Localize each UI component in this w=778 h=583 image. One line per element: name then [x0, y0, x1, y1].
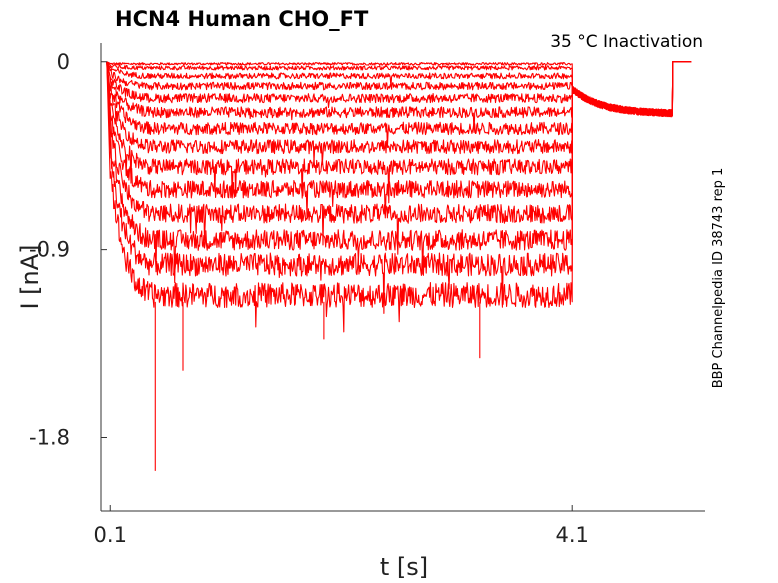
- y-axis-label: I [nA]: [16, 244, 44, 309]
- source-id-label: BBP Channelpedia ID 38743 rep 1: [711, 168, 726, 389]
- y-tick-label: -0.9: [29, 238, 70, 262]
- chart-title: HCN4 Human CHO_FT: [115, 7, 369, 31]
- y-axis-ticks: 0 -0.9 -1.8: [29, 50, 107, 450]
- current-traces: [106, 61, 692, 471]
- x-tick-label: 0.1: [94, 523, 127, 547]
- y-tick-label: 0: [57, 50, 70, 74]
- condition-annotation: 35 °C Inactivation: [550, 32, 703, 52]
- x-axis-label: t [s]: [380, 553, 428, 581]
- x-tick-label: 4.1: [555, 523, 588, 547]
- y-tick-label: -1.8: [29, 426, 70, 450]
- plot-area: 0 -0.9 -1.8 0.1 4.1: [29, 43, 705, 547]
- current-trace-12: [106, 61, 692, 284]
- current-trace-11: [106, 61, 692, 255]
- current-trace-10: [106, 61, 692, 219]
- current-trace-14: [106, 61, 692, 333]
- x-axis-ticks: 0.1 4.1: [94, 505, 589, 547]
